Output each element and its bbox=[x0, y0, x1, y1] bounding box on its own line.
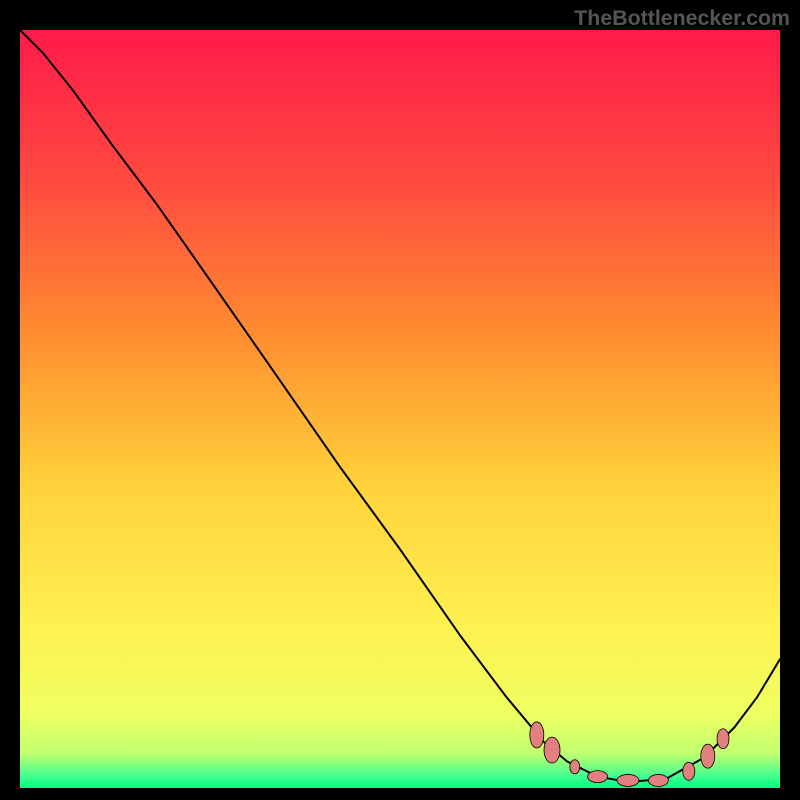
marker-point bbox=[717, 729, 729, 749]
gradient-background bbox=[20, 30, 780, 788]
marker-point bbox=[530, 722, 544, 748]
marker-point bbox=[570, 760, 580, 774]
bottleneck-chart bbox=[20, 30, 780, 788]
marker-point bbox=[544, 737, 560, 763]
attribution-text: TheBottlenecker.com bbox=[574, 6, 790, 31]
marker-point bbox=[617, 774, 639, 786]
marker-point bbox=[683, 762, 695, 780]
marker-point bbox=[701, 744, 715, 768]
marker-point bbox=[648, 774, 668, 786]
marker-point bbox=[588, 771, 608, 783]
